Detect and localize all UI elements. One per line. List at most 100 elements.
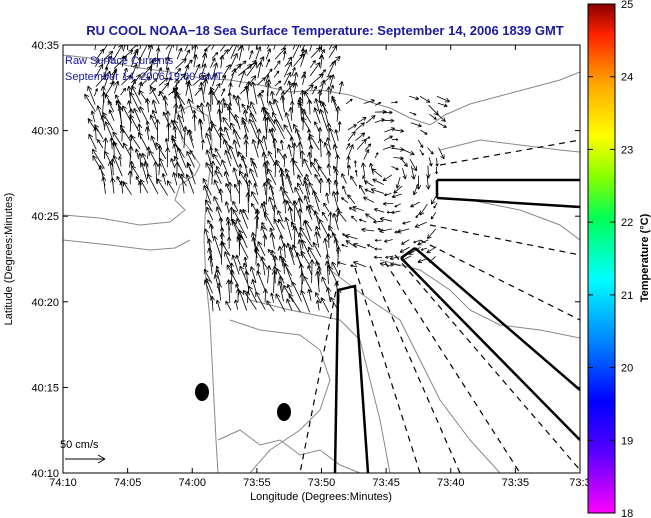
current-vector bbox=[157, 45, 160, 50]
current-vector bbox=[309, 59, 316, 69]
depth-contour bbox=[217, 429, 361, 473]
current-vector bbox=[298, 232, 304, 249]
current-vector bbox=[215, 265, 221, 276]
temperature-colorbar: 25 24 23 22 21 20 19 18 Temperature (°C) bbox=[587, 0, 651, 518]
current-vector bbox=[103, 45, 108, 52]
current-vector bbox=[392, 128, 405, 133]
current-vector bbox=[220, 88, 226, 97]
current-vector bbox=[352, 205, 365, 212]
current-vector bbox=[251, 160, 258, 178]
current-vector bbox=[326, 177, 332, 195]
current-vector bbox=[172, 125, 178, 139]
current-vector bbox=[379, 228, 392, 234]
current-vector bbox=[309, 259, 315, 284]
current-vector bbox=[264, 110, 277, 131]
current-vector bbox=[154, 119, 161, 142]
current-vector bbox=[232, 94, 239, 106]
current-vector bbox=[199, 102, 205, 122]
current-vector bbox=[374, 152, 379, 159]
current-vector bbox=[390, 262, 401, 267]
current-vector bbox=[269, 227, 275, 240]
current-vector bbox=[438, 147, 445, 160]
coastline-north bbox=[63, 45, 580, 126]
inlet-contour bbox=[63, 239, 191, 251]
current-vector bbox=[365, 213, 376, 221]
current-vector bbox=[179, 173, 185, 194]
current-vector bbox=[212, 235, 222, 259]
current-vector bbox=[262, 115, 268, 133]
current-vector bbox=[326, 233, 332, 248]
current-vector bbox=[238, 63, 253, 77]
current-vector bbox=[413, 240, 420, 244]
current-vector bbox=[231, 220, 241, 239]
current-vector bbox=[256, 77, 266, 86]
current-vector bbox=[127, 170, 133, 185]
current-vector bbox=[129, 114, 139, 132]
current-vector bbox=[176, 146, 187, 168]
current-vector bbox=[383, 135, 393, 142]
current-vector bbox=[223, 126, 231, 141]
current-vector bbox=[318, 45, 321, 51]
current-vector bbox=[234, 183, 240, 194]
current-vector bbox=[318, 218, 331, 240]
current-vector bbox=[191, 113, 198, 131]
current-vector bbox=[266, 265, 272, 284]
current-vector bbox=[301, 45, 306, 52]
current-vector bbox=[299, 150, 305, 168]
colorbar-tick-label: 20 bbox=[621, 363, 633, 375]
current-vector bbox=[401, 239, 410, 245]
current-vector bbox=[232, 129, 241, 148]
current-vector bbox=[214, 170, 222, 185]
current-vector bbox=[292, 160, 304, 177]
current-vector bbox=[275, 86, 282, 96]
current-vector bbox=[437, 102, 448, 108]
buoy-marker bbox=[195, 383, 209, 401]
current-vector bbox=[310, 46, 322, 58]
current-vector bbox=[326, 86, 332, 103]
current-vector bbox=[116, 175, 123, 186]
current-vector bbox=[151, 99, 158, 114]
current-vector bbox=[270, 127, 276, 149]
current-vector bbox=[328, 265, 338, 284]
current-vector bbox=[186, 129, 195, 148]
current-vector bbox=[194, 63, 201, 77]
current-vector bbox=[347, 144, 354, 158]
current-vector bbox=[320, 297, 330, 313]
current-vector bbox=[283, 190, 292, 204]
current-vector bbox=[300, 49, 308, 67]
current-vector bbox=[352, 242, 367, 249]
subtitle-line2: September 14, 2006 19:00 GMT bbox=[65, 71, 223, 83]
current-vector bbox=[269, 90, 275, 105]
coastline-west bbox=[63, 105, 219, 473]
current-vector bbox=[302, 180, 310, 203]
current-vector bbox=[254, 248, 268, 268]
current-vector bbox=[122, 67, 128, 79]
current-vector bbox=[129, 91, 141, 113]
current-vector bbox=[213, 153, 222, 167]
current-vector bbox=[345, 240, 357, 249]
current-vector bbox=[246, 179, 252, 202]
current-vector bbox=[347, 124, 357, 131]
current-vector bbox=[205, 132, 212, 148]
current-vector bbox=[337, 121, 342, 132]
current-vector bbox=[283, 71, 292, 86]
current-vector bbox=[303, 176, 311, 196]
current-vector bbox=[101, 176, 107, 194]
current-vector bbox=[92, 155, 105, 177]
current-vector bbox=[285, 173, 294, 194]
current-vector bbox=[395, 177, 401, 189]
current-vector bbox=[307, 151, 313, 168]
current-vector bbox=[248, 45, 250, 51]
current-vector bbox=[277, 218, 285, 230]
current-vector bbox=[317, 165, 331, 185]
current-vector bbox=[272, 204, 278, 220]
current-vector bbox=[256, 128, 262, 149]
current-vector bbox=[95, 59, 100, 67]
current-vector bbox=[336, 288, 342, 304]
current-vector bbox=[409, 111, 417, 116]
current-vector bbox=[104, 66, 109, 77]
current-vector bbox=[401, 255, 412, 262]
current-vector bbox=[207, 255, 213, 275]
colorbar-tick-label: 19 bbox=[621, 435, 633, 447]
current-vector bbox=[254, 214, 260, 239]
